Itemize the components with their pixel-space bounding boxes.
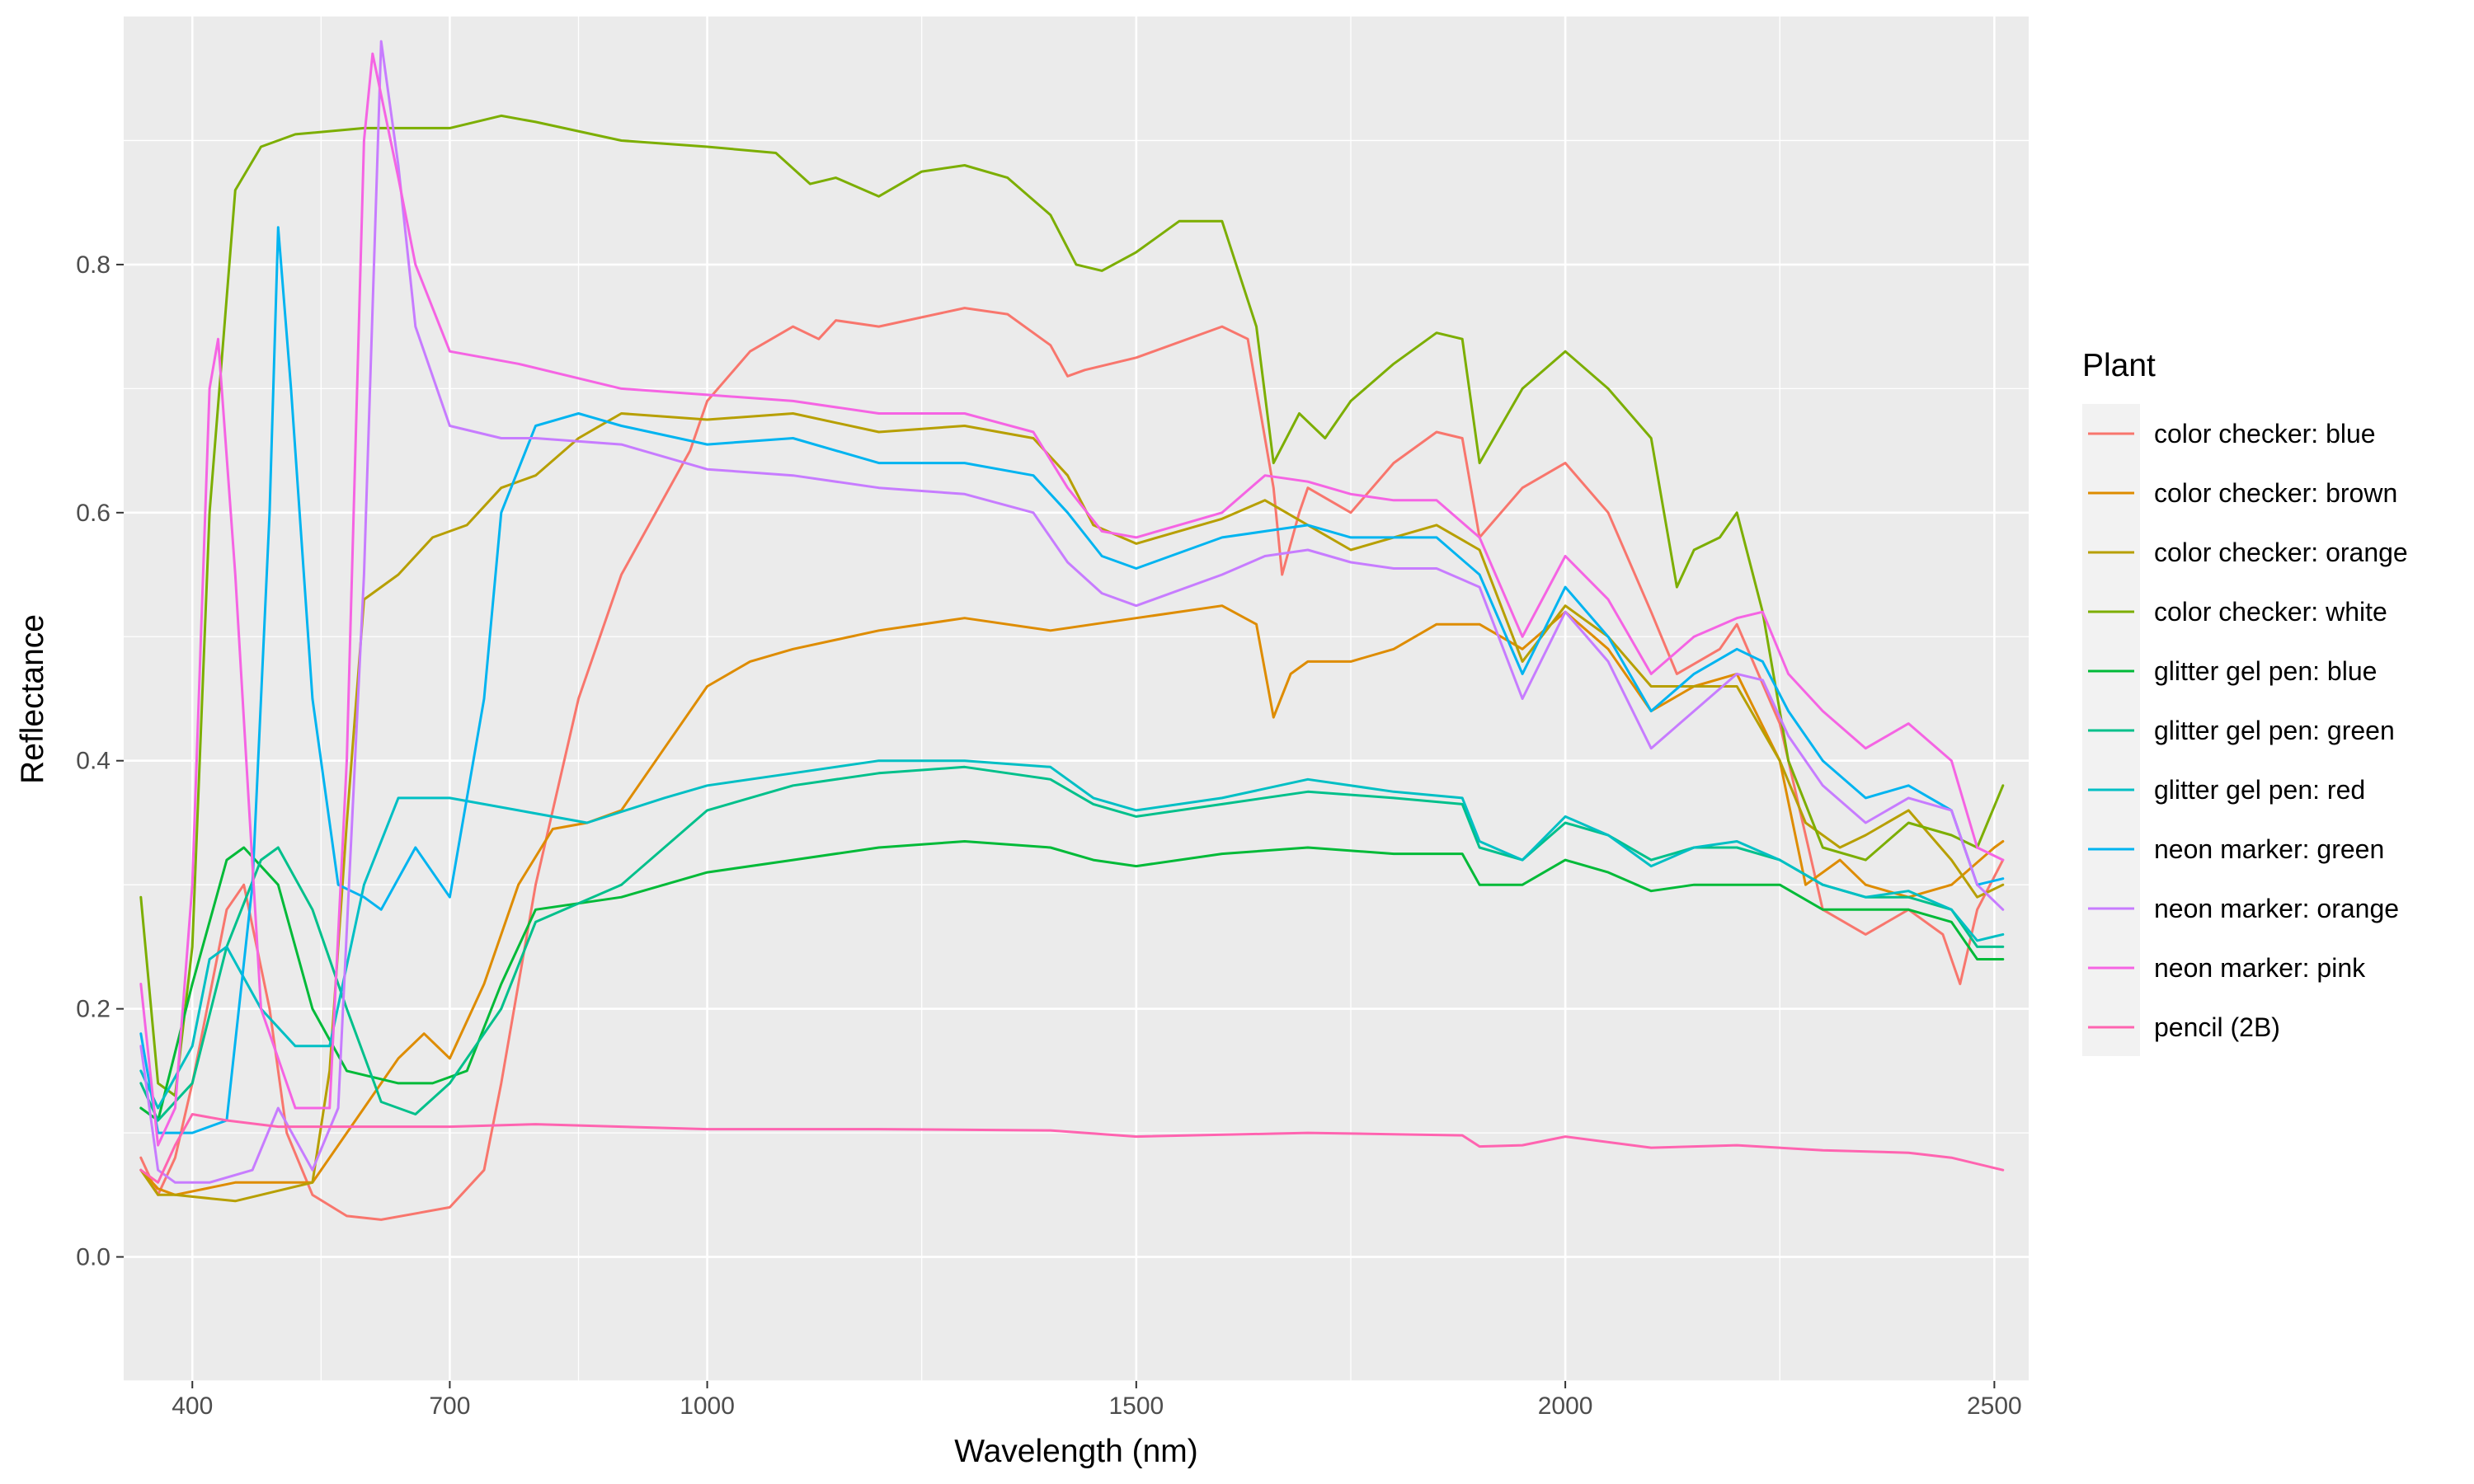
series-line bbox=[139, 765, 2005, 1122]
x-axis: 400 700 1000 1500 2000 2500 bbox=[172, 1381, 2022, 1420]
x-tick-label: 2500 bbox=[1967, 1392, 2022, 1420]
y-tick-label: 0.6 bbox=[76, 500, 111, 527]
x-tick-label: 1000 bbox=[680, 1392, 735, 1420]
legend-label: pencil (2B) bbox=[2154, 1012, 2280, 1042]
legend-label: color checker: blue bbox=[2154, 419, 2376, 448]
legend-label: color checker: orange bbox=[2154, 538, 2408, 567]
series-line bbox=[139, 759, 2005, 1110]
series-line bbox=[139, 604, 2005, 1196]
legend-label: glitter gel pen: blue bbox=[2154, 656, 2377, 686]
legend-label: glitter gel pen: red bbox=[2154, 775, 2365, 805]
series-lines bbox=[139, 40, 2005, 1221]
x-tick-label: 700 bbox=[429, 1392, 470, 1420]
x-tick-label: 2000 bbox=[1538, 1392, 1593, 1420]
y-tick-label: 0.2 bbox=[76, 996, 111, 1023]
x-axis-title: Wavelength (nm) bbox=[954, 1434, 1198, 1469]
plot-panel bbox=[124, 16, 2029, 1381]
series-line bbox=[139, 226, 2005, 1134]
series-line bbox=[139, 1113, 2005, 1184]
series-line bbox=[139, 307, 2005, 1221]
y-tick-label: 0.0 bbox=[76, 1244, 111, 1271]
y-tick-label: 0.8 bbox=[76, 251, 111, 279]
series-line bbox=[139, 52, 2005, 1147]
legend-label: glitter gel pen: green bbox=[2154, 716, 2395, 745]
y-axis: 0.0 0.2 0.4 0.6 0.8 bbox=[76, 251, 124, 1271]
legend-label: neon marker: orange bbox=[2154, 894, 2399, 923]
legend-label: neon marker: green bbox=[2154, 834, 2384, 864]
y-tick-label: 0.4 bbox=[76, 748, 111, 775]
legend-label: color checker: white bbox=[2154, 597, 2387, 627]
series-line bbox=[139, 114, 2005, 1097]
legend-title: Plant bbox=[2082, 348, 2156, 383]
series-line bbox=[139, 840, 2005, 1122]
series-line bbox=[139, 40, 2005, 1184]
legend-label: color checker: brown bbox=[2154, 478, 2397, 508]
x-tick-label: 1500 bbox=[1108, 1392, 1164, 1420]
y-axis-title: Reflectance bbox=[15, 614, 50, 784]
legend-items: color checker: blue color checker: brown c… bbox=[2088, 419, 2408, 1042]
legend-label: neon marker: pink bbox=[2154, 953, 2366, 983]
x-tick-label: 400 bbox=[172, 1392, 213, 1420]
